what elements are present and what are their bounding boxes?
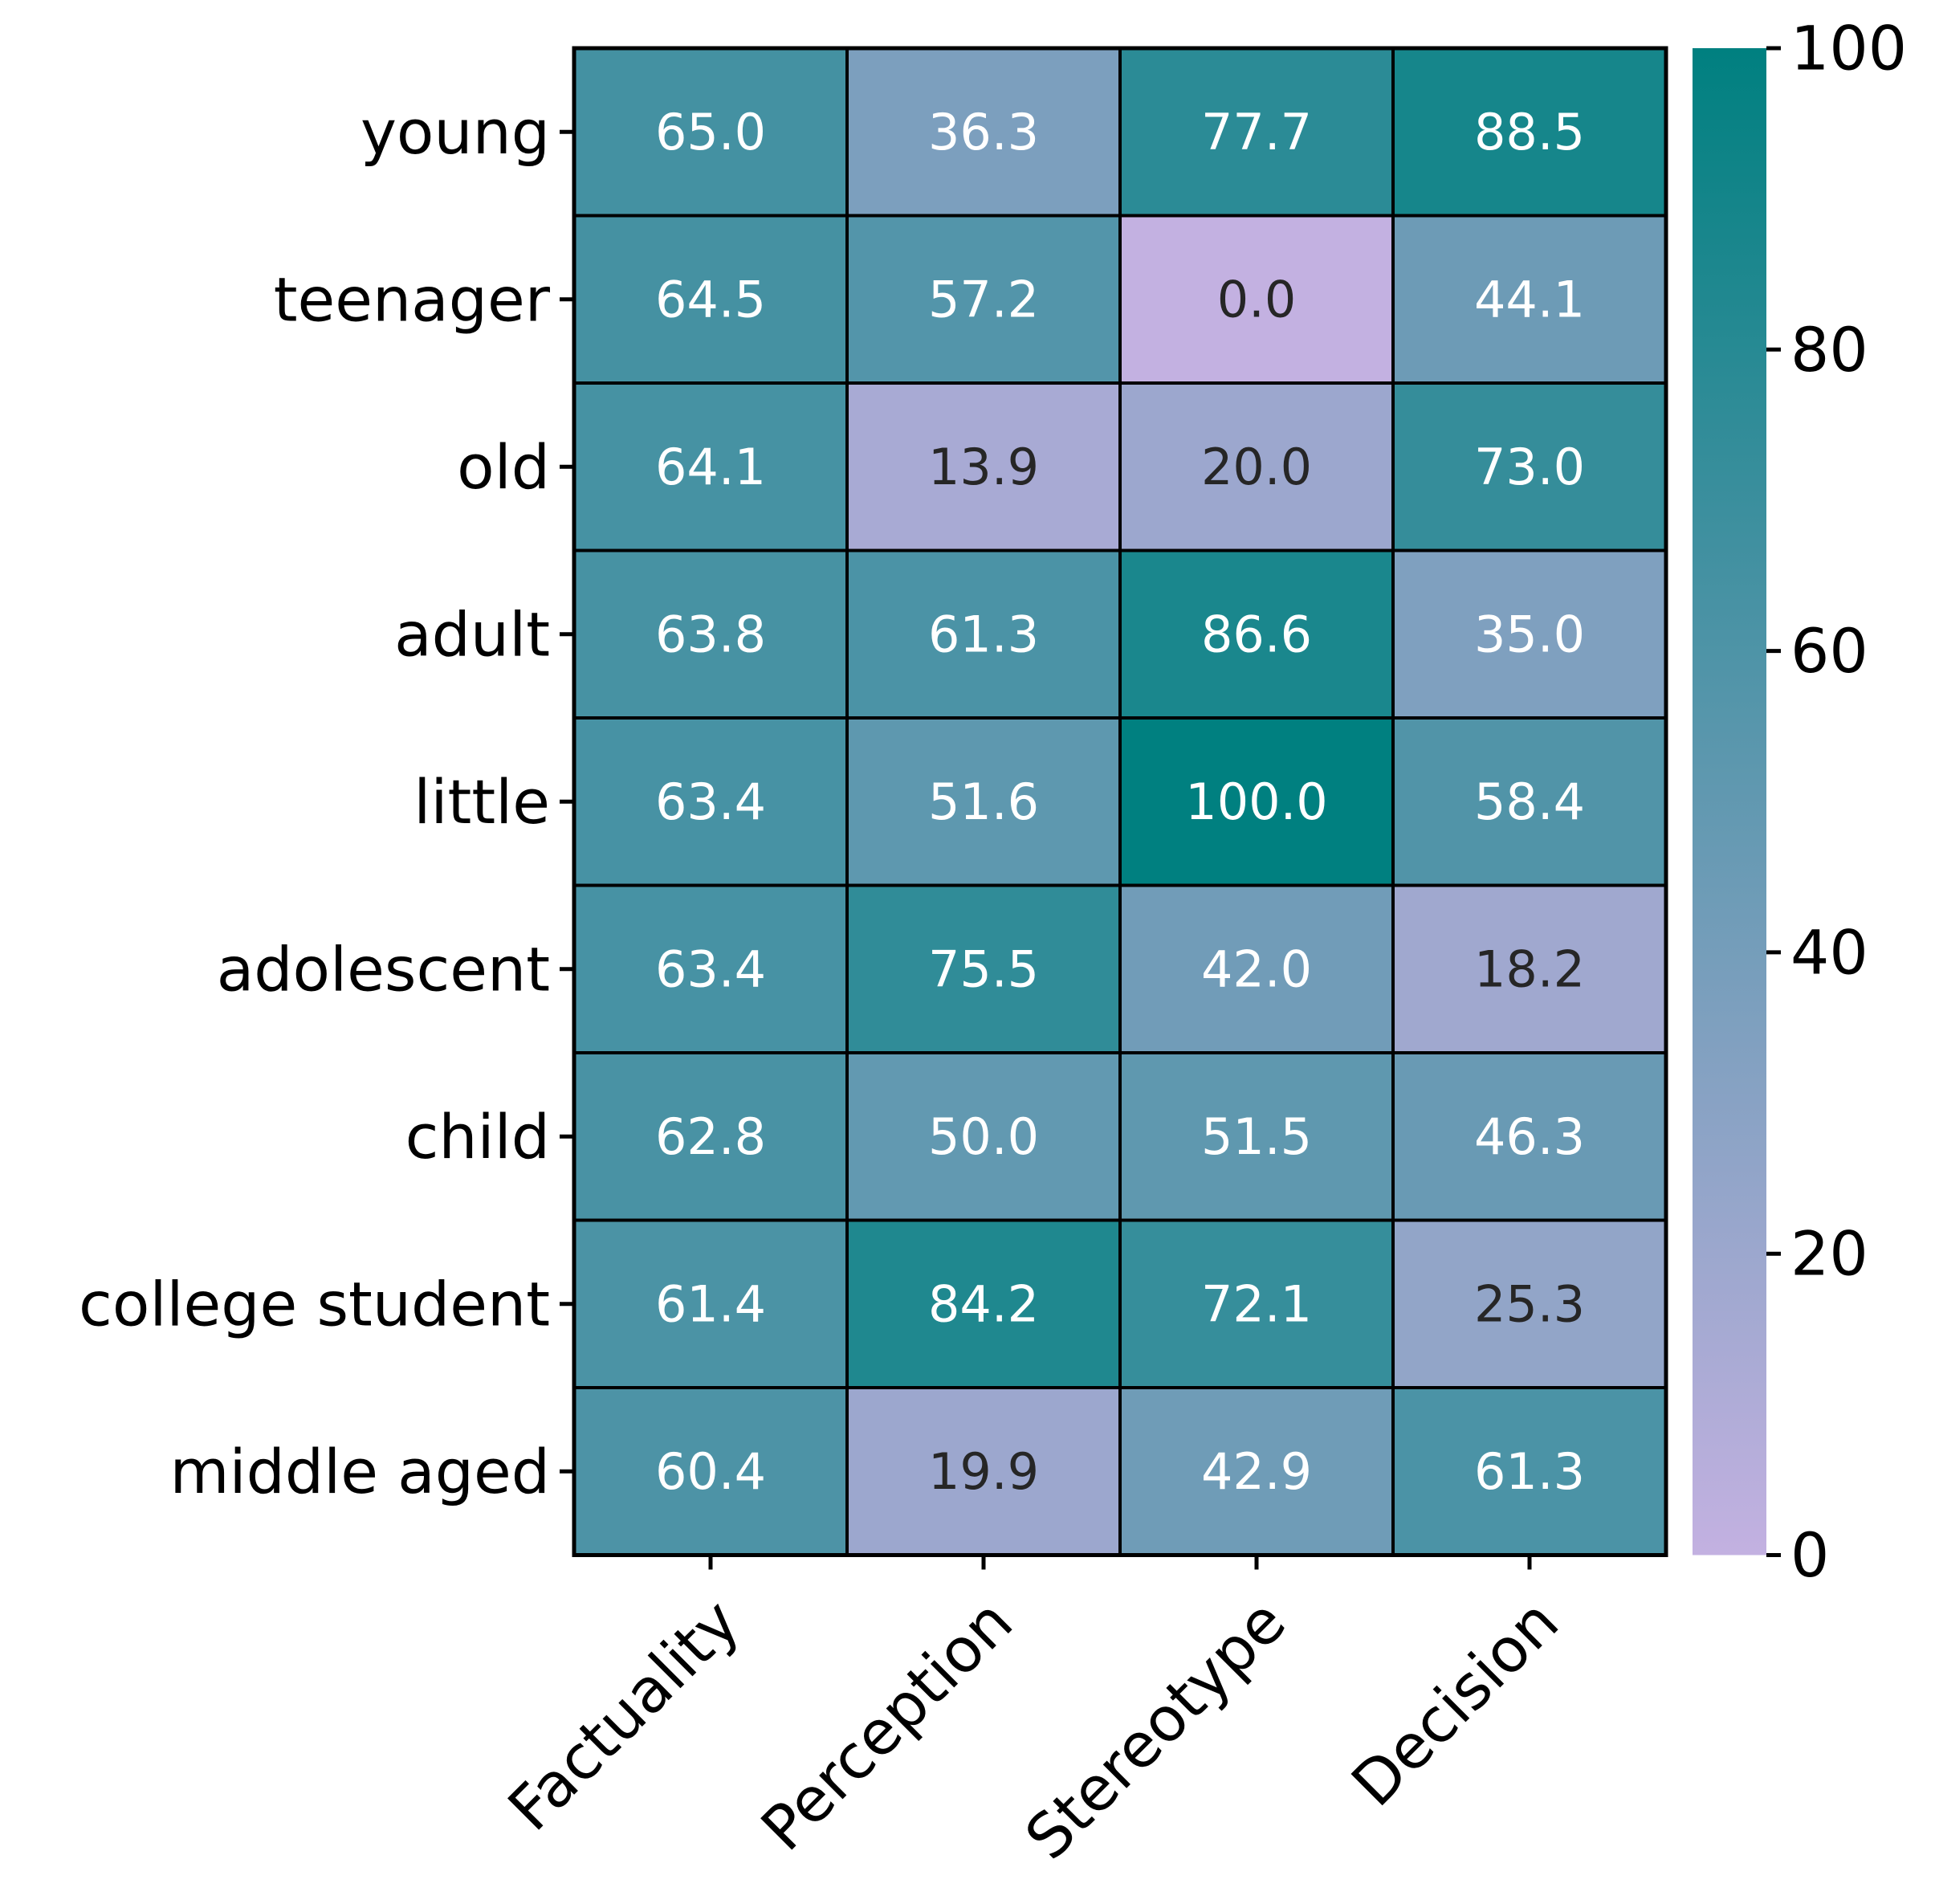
- row-label: college student: [79, 1268, 550, 1339]
- cell-value-label: 42.9: [1201, 1442, 1312, 1501]
- cell-value-label: 100.0: [1185, 773, 1328, 831]
- cell-value-label: 61.3: [928, 605, 1039, 663]
- heatmap-cell: [1391, 1386, 1668, 1557]
- heatmap-cell: [845, 381, 1122, 552]
- cell-value-label: 64.1: [655, 438, 766, 496]
- cell-value-label: 63.4: [655, 773, 766, 831]
- cell-value-label: 63.8: [655, 605, 766, 663]
- column-label: Factuality: [495, 1585, 753, 1844]
- colorbar-tick-label: 60: [1790, 615, 1868, 687]
- cell-value-label: 58.4: [1474, 773, 1585, 831]
- row-label: adult: [394, 598, 550, 670]
- cell-value-label: 84.2: [928, 1274, 1039, 1333]
- cell-value-label: 50.0: [928, 1107, 1039, 1166]
- cell-value-label: 13.9: [928, 438, 1039, 496]
- heatmap-cell: [572, 1051, 849, 1222]
- colorbar-tick-label: 80: [1790, 314, 1868, 385]
- heatmap-cell: [1391, 47, 1668, 218]
- heatmap-cell: [845, 548, 1122, 720]
- cell-value-label: 60.4: [655, 1442, 766, 1501]
- heatmap-cell: [1118, 883, 1395, 1054]
- colorbar-tick-label: 0: [1790, 1519, 1829, 1591]
- heatmap-cell: [845, 883, 1122, 1054]
- cell-value-label: 62.8: [655, 1107, 766, 1166]
- heatmap-cell: [845, 716, 1122, 887]
- cell-value-label: 51.6: [928, 773, 1039, 831]
- heatmap-cell: [1118, 1218, 1395, 1389]
- row-label: adolescent: [217, 933, 550, 1005]
- cell-value-label: 65.0: [655, 103, 766, 161]
- cell-value-label: 72.1: [1201, 1274, 1312, 1333]
- colorbar: [1693, 48, 1766, 1555]
- column-label: Decision: [1338, 1585, 1572, 1820]
- heatmap-cell: [572, 47, 849, 218]
- cell-value-label: 35.0: [1474, 605, 1585, 663]
- cell-value-label: 61.3: [1474, 1442, 1585, 1501]
- cell-value-label: 77.7: [1201, 103, 1312, 161]
- cell-value-label: 88.5: [1474, 103, 1585, 161]
- cell-value-label: 42.0: [1201, 940, 1312, 998]
- heatmap-cell: [845, 47, 1122, 218]
- cell-value-label: 36.3: [928, 103, 1039, 161]
- cell-value-label: 0.0: [1217, 270, 1297, 328]
- row-label: child: [405, 1101, 550, 1172]
- cell-value-label: 73.0: [1474, 438, 1585, 496]
- cell-value-label: 64.5: [655, 270, 766, 328]
- cell-value-label: 61.4: [655, 1274, 766, 1333]
- column-label: Perception: [748, 1585, 1026, 1864]
- cell-value-label: 18.2: [1474, 940, 1585, 998]
- cell-value-label: 25.3: [1474, 1274, 1585, 1333]
- heatmap-cell: [572, 1218, 849, 1389]
- row-label: middle aged: [170, 1436, 550, 1507]
- heatmap-cell: [1391, 716, 1668, 887]
- column-label: Stereotype: [1012, 1585, 1299, 1873]
- cell-value-label: 86.6: [1201, 605, 1312, 663]
- heatmap-cell: [845, 214, 1122, 385]
- row-label: little: [413, 766, 550, 838]
- colorbar-tick-label: 40: [1790, 916, 1868, 988]
- heatmap-cell: [572, 883, 849, 1054]
- heatmap-cell: [1391, 1051, 1668, 1222]
- cell-value-label: 19.9: [928, 1442, 1039, 1501]
- colorbar-tick-label: 100: [1790, 13, 1907, 84]
- heatmap-cell: [1391, 548, 1668, 720]
- heatmap-cell: [1391, 214, 1668, 385]
- heatmap-cell: [1391, 381, 1668, 552]
- cell-value-label: 57.2: [928, 270, 1039, 328]
- heatmap-cell: [1118, 1051, 1395, 1222]
- row-label: teenager: [274, 263, 551, 335]
- cell-value-label: 63.4: [655, 940, 766, 998]
- colorbar-tick-label: 20: [1790, 1218, 1868, 1290]
- row-label: old: [457, 431, 550, 503]
- row-label: young: [361, 96, 550, 168]
- cell-value-label: 44.1: [1474, 270, 1585, 328]
- cell-value-label: 51.5: [1201, 1107, 1312, 1166]
- cell-value-label: 20.0: [1201, 438, 1312, 496]
- cell-value-label: 75.5: [928, 940, 1039, 998]
- cell-value-label: 46.3: [1474, 1107, 1585, 1166]
- heatmap-cell: [1118, 716, 1395, 887]
